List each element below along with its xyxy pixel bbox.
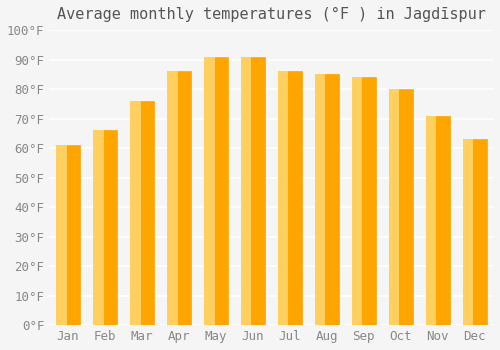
FancyBboxPatch shape bbox=[388, 89, 400, 325]
FancyBboxPatch shape bbox=[130, 101, 140, 325]
Bar bbox=[130, 101, 154, 325]
FancyBboxPatch shape bbox=[240, 57, 252, 325]
Bar bbox=[314, 74, 338, 325]
Bar bbox=[278, 71, 301, 325]
FancyBboxPatch shape bbox=[56, 145, 66, 325]
FancyBboxPatch shape bbox=[352, 77, 362, 325]
Bar bbox=[93, 131, 117, 325]
Bar bbox=[388, 89, 412, 325]
Bar bbox=[56, 145, 80, 325]
Bar bbox=[352, 77, 376, 325]
Bar bbox=[204, 57, 228, 325]
Bar bbox=[240, 57, 264, 325]
Bar bbox=[166, 71, 191, 325]
FancyBboxPatch shape bbox=[166, 71, 177, 325]
FancyBboxPatch shape bbox=[314, 74, 326, 325]
FancyBboxPatch shape bbox=[93, 131, 104, 325]
FancyBboxPatch shape bbox=[462, 139, 473, 325]
Bar bbox=[426, 116, 450, 325]
FancyBboxPatch shape bbox=[204, 57, 214, 325]
FancyBboxPatch shape bbox=[278, 71, 288, 325]
Bar bbox=[462, 139, 486, 325]
FancyBboxPatch shape bbox=[426, 116, 436, 325]
Title: Average monthly temperatures (°F ) in Jagdīspur: Average monthly temperatures (°F ) in Ja… bbox=[56, 7, 486, 22]
